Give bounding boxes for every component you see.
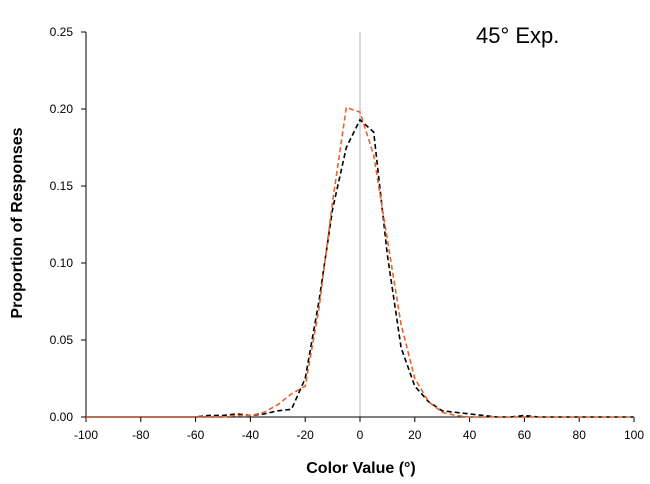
y-tick-label: 0.05	[50, 333, 74, 347]
x-tick-label: -100	[74, 428, 98, 442]
series-layer	[86, 106, 634, 418]
series-line-2	[86, 106, 634, 418]
y-axis-title: Proportion of Responses	[9, 127, 26, 318]
x-tick-label: 40	[463, 428, 477, 442]
y-tick-label: 0.10	[50, 256, 74, 270]
x-tick-label: -80	[132, 428, 150, 442]
y-tick-label: 0.15	[50, 179, 74, 193]
x-tick-label: 20	[408, 428, 422, 442]
x-tick-label: -40	[242, 428, 260, 442]
x-axis-title: Color Value (°)	[306, 460, 416, 477]
y-tick-label: 0.25	[50, 25, 74, 39]
axes-layer	[81, 31, 635, 422]
chart-annotation: 45° Exp.	[476, 23, 559, 48]
x-tick-label: 0	[357, 428, 364, 442]
x-tick-label: 60	[518, 428, 532, 442]
y-tick-label: 0.00	[50, 410, 74, 424]
x-tick-label: 100	[624, 428, 644, 442]
x-tick-label: 80	[573, 428, 587, 442]
y-tick-label: 0.20	[50, 102, 74, 116]
x-tick-label: -20	[297, 428, 315, 442]
x-tick-label: -60	[187, 428, 205, 442]
tick-label-layer: -100 -80 -60 -40 -20 0 20 40 60 80 100 0.00 0.05 0.10…	[50, 25, 645, 442]
